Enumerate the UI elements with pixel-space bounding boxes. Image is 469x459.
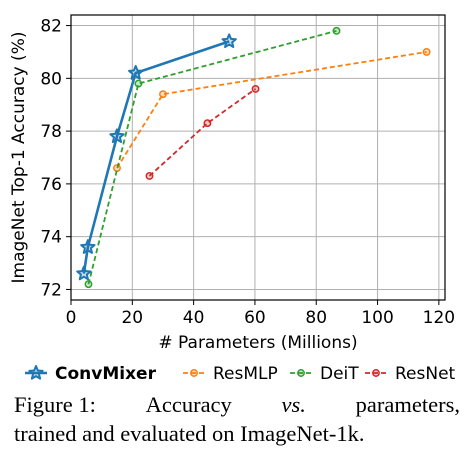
x-tick-label: 40: [183, 308, 205, 328]
plot-frame: [70, 14, 446, 301]
series-line-resmlp: [116, 51, 427, 169]
y-tick-label: 76: [40, 175, 62, 195]
y-tick-label: 82: [40, 17, 62, 37]
legend-label-resmlp: ResMLP: [213, 364, 278, 384]
caption-vs: vs.: [281, 392, 306, 417]
legend-item-convmixer: ConvMixer: [25, 364, 157, 384]
caption-line-1: Figure 1: Accuracy vs. parameters,: [14, 390, 460, 419]
series-layer: [76, 26, 431, 289]
caption-figure-label: Figure 1:: [14, 392, 96, 417]
legend-label-convmixer: ConvMixer: [55, 364, 157, 384]
data-point-resmlp: [422, 47, 431, 56]
data-point-convmixer: [109, 128, 125, 144]
series-line-convmixer: [82, 40, 230, 274]
x-tick-label: 0: [66, 308, 77, 328]
caption-line-2: trained and evaluated on ImageNet-1k.: [14, 421, 365, 446]
legend-item-resmlp: ResMLP: [183, 364, 278, 384]
caption-part1: Accuracy: [145, 392, 232, 417]
data-point-deit: [84, 280, 93, 289]
legend: ConvMixer ResMLP DeiT ResNet: [25, 364, 456, 384]
axes-frame: [70, 14, 446, 301]
legend-label-resnet: ResNet: [395, 364, 456, 384]
legend-marker-resmlp: [190, 369, 198, 377]
legend-item-deit: DeiT: [290, 364, 359, 384]
y-axis-label: ImageNet Top-1 Accuracy (%): [9, 32, 29, 284]
data-point-convmixer: [128, 65, 144, 80]
chart: 0 20 40 60 80 100 120 72 74 76 78 80 82 # Parameters…: [9, 14, 456, 384]
data-point-resnet: [203, 119, 212, 128]
data-point-convmixer: [76, 265, 92, 281]
caption-part2: parameters,: [355, 392, 460, 417]
x-tick-label: 60: [244, 308, 266, 328]
tick-labels: 0 20 40 60 80 100 120 72 74 76 78 80 82: [40, 17, 455, 328]
data-point-resnet: [145, 172, 154, 180]
data-point-resmlp: [113, 164, 121, 173]
data-point-deit: [134, 79, 143, 88]
x-tick-label: 120: [423, 308, 455, 328]
legend-marker-resnet: [372, 369, 380, 377]
data-point-deit: [332, 26, 341, 35]
legend-marker-convmixer: [28, 365, 44, 380]
series-line-resnet: [148, 88, 257, 177]
legend-marker-deit: [297, 369, 305, 377]
data-point-resnet: [251, 84, 260, 93]
x-axis-label: # Parameters (Millions): [158, 333, 357, 353]
data-point-convmixer: [80, 239, 96, 254]
data-point-resmlp: [159, 90, 167, 99]
series-resnet: [145, 84, 260, 180]
series-convmixer: [76, 33, 237, 281]
series-deit: [84, 26, 341, 289]
x-tick-label: 80: [305, 308, 327, 328]
y-tick-label: 78: [40, 122, 62, 142]
x-tick-label: 20: [121, 308, 143, 328]
y-tick-label: 72: [40, 280, 62, 300]
x-tick-label: 100: [361, 308, 393, 328]
series-resmlp: [113, 47, 431, 173]
legend-label-deit: DeiT: [320, 364, 359, 384]
data-point-convmixer: [221, 33, 237, 49]
y-tick-label: 80: [40, 69, 62, 89]
series-line-deit: [87, 29, 337, 285]
y-tick-label: 74: [40, 228, 62, 248]
figure-caption: Figure 1: Accuracy vs. parameters, train…: [14, 390, 460, 448]
legend-item-resnet: ResNet: [365, 364, 456, 384]
